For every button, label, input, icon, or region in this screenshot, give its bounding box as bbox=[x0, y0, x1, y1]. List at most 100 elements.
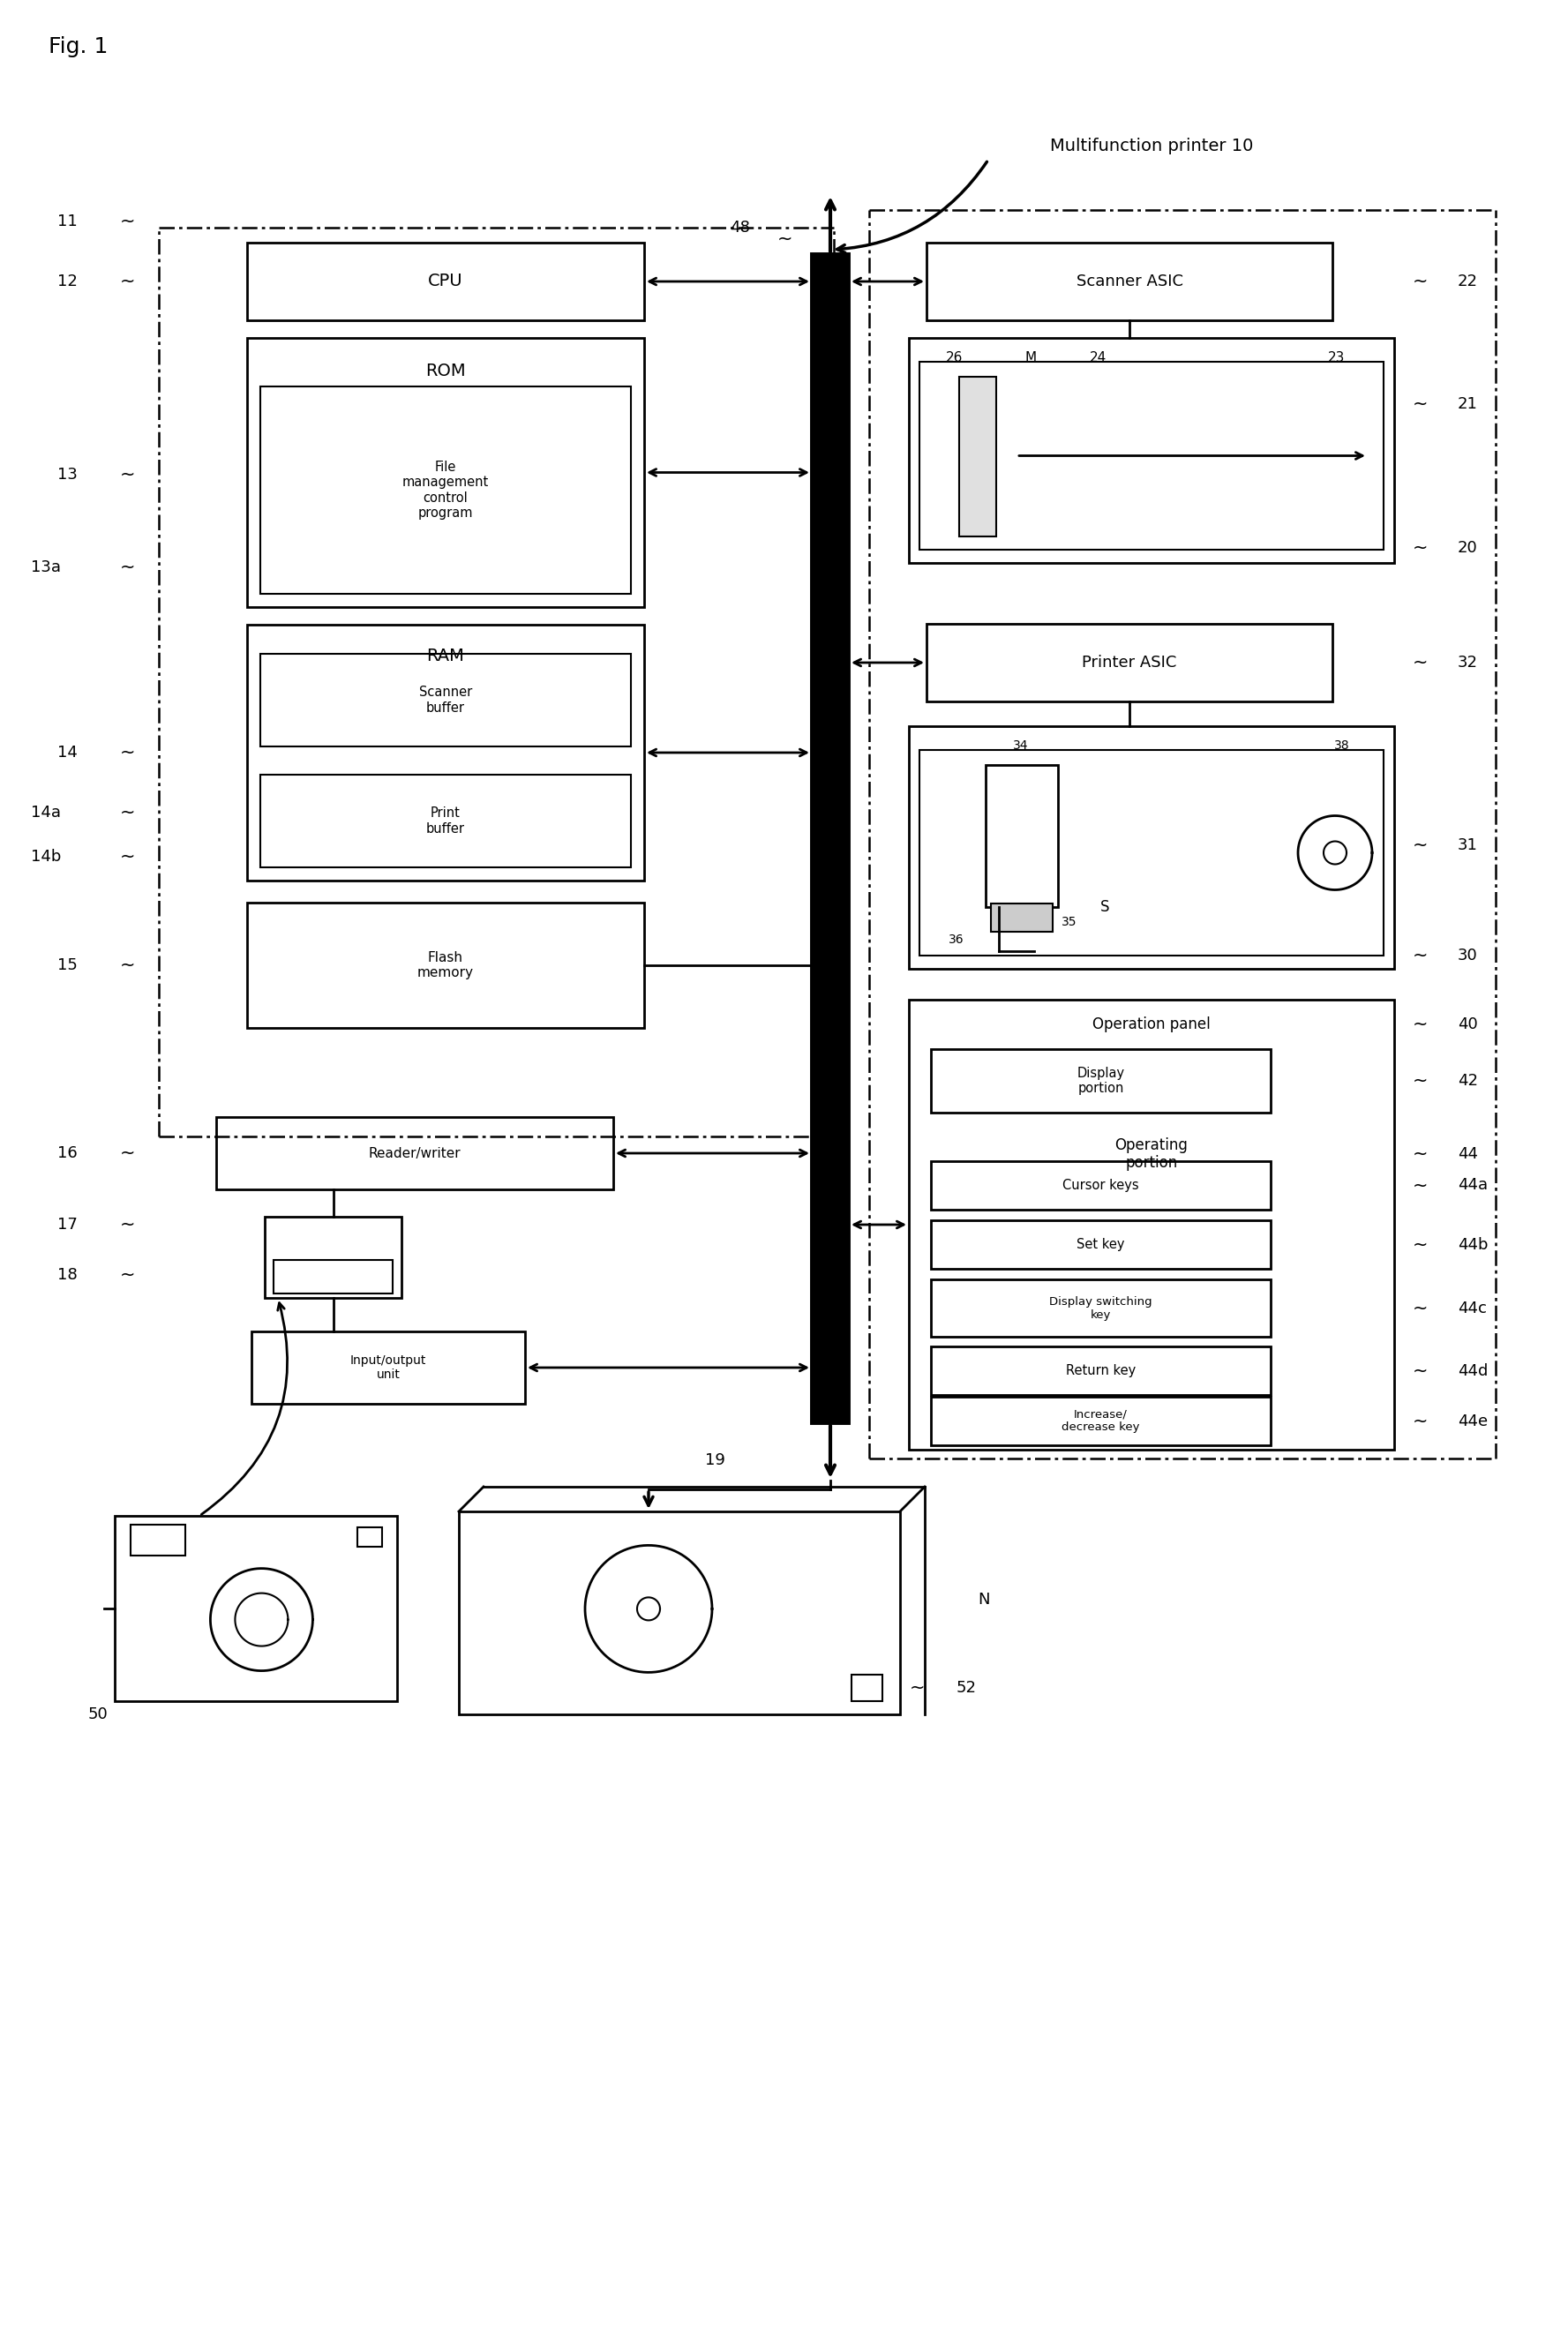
Text: ~: ~ bbox=[1413, 1178, 1428, 1194]
Text: 15: 15 bbox=[58, 958, 77, 972]
Text: ~: ~ bbox=[1413, 1362, 1428, 1381]
Text: Increase/
decrease key: Increase/ decrease key bbox=[1062, 1409, 1140, 1434]
Text: ~: ~ bbox=[1413, 1073, 1428, 1089]
Text: 26: 26 bbox=[946, 350, 963, 364]
Bar bbox=[248, 338, 644, 606]
Text: Set key: Set key bbox=[1077, 1238, 1124, 1252]
Text: ~: ~ bbox=[909, 1679, 925, 1698]
Text: 34: 34 bbox=[1013, 739, 1029, 751]
Text: 22: 22 bbox=[1458, 273, 1479, 289]
Text: ~: ~ bbox=[1413, 1413, 1428, 1430]
Text: Cursor keys: Cursor keys bbox=[1063, 1178, 1138, 1192]
Text: ~: ~ bbox=[1413, 273, 1428, 289]
Text: ~: ~ bbox=[778, 231, 793, 247]
Text: File
management
control
program: File management control program bbox=[403, 459, 489, 520]
Text: 44a: 44a bbox=[1458, 1178, 1488, 1194]
Bar bbox=[986, 765, 1058, 907]
Bar bbox=[260, 653, 630, 746]
Text: ~: ~ bbox=[121, 849, 136, 865]
Text: 35: 35 bbox=[1062, 916, 1077, 928]
Text: 40: 40 bbox=[1458, 1017, 1477, 1033]
Bar bbox=[931, 1346, 1270, 1395]
Text: ~: ~ bbox=[121, 1266, 136, 1285]
Text: 30: 30 bbox=[1458, 947, 1477, 963]
Text: 50: 50 bbox=[88, 1707, 108, 1723]
Text: 24: 24 bbox=[1090, 350, 1107, 364]
Text: ~: ~ bbox=[121, 466, 136, 483]
Text: 13: 13 bbox=[58, 466, 77, 483]
Bar bbox=[248, 902, 644, 1028]
Text: ~: ~ bbox=[121, 212, 136, 231]
Text: 19: 19 bbox=[704, 1453, 724, 1469]
Text: ~: ~ bbox=[121, 1145, 136, 1161]
Bar bbox=[265, 1217, 401, 1299]
Text: ~: ~ bbox=[121, 956, 136, 975]
Bar bbox=[931, 1049, 1270, 1112]
Bar bbox=[931, 1280, 1270, 1336]
Text: Fig. 1: Fig. 1 bbox=[49, 37, 108, 58]
Text: 42: 42 bbox=[1458, 1073, 1479, 1089]
Text: ~: ~ bbox=[1413, 1014, 1428, 1033]
Text: 52: 52 bbox=[956, 1679, 977, 1695]
Bar bbox=[927, 623, 1333, 702]
Text: Printer ASIC: Printer ASIC bbox=[1082, 655, 1178, 672]
Text: ROM: ROM bbox=[425, 364, 466, 380]
Text: Multifunction printer 10: Multifunction printer 10 bbox=[1051, 138, 1253, 154]
Bar bbox=[991, 902, 1052, 933]
Text: ~: ~ bbox=[121, 1215, 136, 1234]
Bar bbox=[358, 1527, 383, 1546]
Bar bbox=[927, 243, 1333, 319]
Text: 14a: 14a bbox=[31, 805, 61, 821]
Text: ~: ~ bbox=[1413, 653, 1428, 672]
Text: ~: ~ bbox=[1413, 1145, 1428, 1164]
Bar bbox=[273, 1259, 392, 1294]
Text: M: M bbox=[1025, 350, 1036, 364]
Bar bbox=[216, 1117, 613, 1189]
Text: Return key: Return key bbox=[1066, 1364, 1135, 1378]
Text: Reader/writer: Reader/writer bbox=[368, 1147, 461, 1159]
Bar bbox=[960, 378, 996, 536]
Bar bbox=[919, 751, 1383, 956]
Text: ~: ~ bbox=[1413, 1299, 1428, 1318]
Bar bbox=[851, 1674, 883, 1700]
Text: 36: 36 bbox=[949, 933, 964, 947]
Bar bbox=[248, 243, 644, 319]
Bar bbox=[931, 1397, 1270, 1446]
Bar bbox=[114, 1516, 397, 1700]
Text: 14: 14 bbox=[58, 744, 77, 760]
Text: Scanner ASIC: Scanner ASIC bbox=[1076, 273, 1182, 289]
Bar bbox=[260, 387, 630, 595]
Text: 23: 23 bbox=[1328, 350, 1345, 364]
Text: 18: 18 bbox=[58, 1266, 77, 1283]
Text: CPU: CPU bbox=[428, 273, 463, 289]
Text: Operation panel: Operation panel bbox=[1093, 1017, 1210, 1033]
Text: ~: ~ bbox=[121, 744, 136, 763]
Text: 11: 11 bbox=[58, 215, 77, 229]
Text: Display switching
key: Display switching key bbox=[1049, 1297, 1152, 1320]
Bar bbox=[909, 338, 1394, 562]
Text: 12: 12 bbox=[58, 273, 77, 289]
Text: ~: ~ bbox=[121, 273, 136, 289]
Text: ~: ~ bbox=[121, 560, 136, 576]
Text: 38: 38 bbox=[1334, 739, 1350, 751]
Text: 13a: 13a bbox=[31, 560, 61, 576]
Text: 48: 48 bbox=[729, 219, 750, 236]
Text: Flash
memory: Flash memory bbox=[417, 951, 474, 979]
Text: 44: 44 bbox=[1458, 1145, 1479, 1161]
Text: 44d: 44d bbox=[1458, 1362, 1488, 1378]
Bar bbox=[931, 1220, 1270, 1269]
Text: 44c: 44c bbox=[1458, 1301, 1486, 1315]
Bar bbox=[919, 361, 1383, 550]
Text: Scanner
buffer: Scanner buffer bbox=[419, 686, 472, 714]
Bar bbox=[931, 1161, 1270, 1210]
Bar bbox=[812, 254, 848, 1423]
Text: Input/output
unit: Input/output unit bbox=[350, 1355, 426, 1381]
Text: 20: 20 bbox=[1458, 541, 1477, 555]
Bar bbox=[909, 725, 1394, 968]
Text: ~: ~ bbox=[1413, 396, 1428, 413]
Bar bbox=[248, 625, 644, 881]
Text: ~: ~ bbox=[1413, 947, 1428, 965]
Text: Display
portion: Display portion bbox=[1077, 1066, 1124, 1096]
Text: 17: 17 bbox=[58, 1217, 77, 1234]
Text: RAM: RAM bbox=[426, 648, 464, 665]
